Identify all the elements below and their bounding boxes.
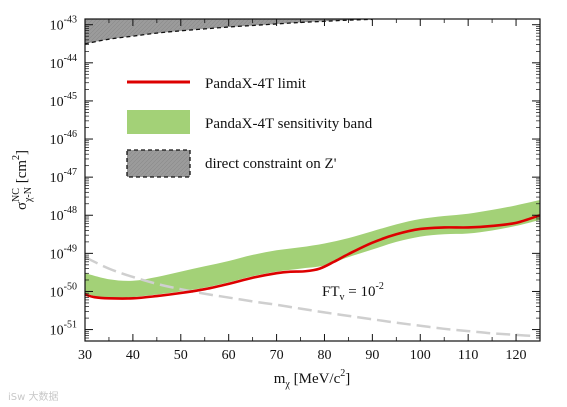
x-tick-label: 90: [365, 348, 379, 363]
legend-label-limit: PandaX-4T limit: [205, 76, 307, 92]
y-axis: 10-51 10-50 10-49 10-48 10-47 10-46 10-45 10-44…: [50, 15, 540, 339]
plot-frame: [84, 18, 541, 342]
ft-curve: [85, 256, 540, 338]
legend-label-zprime: direct constraint on Z': [205, 156, 337, 172]
y-tick-label: 10-49: [50, 243, 77, 262]
legend-swatch-zprime: [126, 149, 191, 178]
legend: PandaX-4T limit PandaX-4T sensitivity ba…: [126, 76, 373, 178]
x-axis-title: mχ [MeV/c2]: [274, 368, 351, 390]
y-tick-label: 10-46: [50, 129, 77, 148]
x-tick-label: 80: [317, 348, 331, 363]
pandax-limit-line: [85, 214, 540, 300]
y-tick-label: 10-44: [50, 53, 77, 72]
y-tick-label: 10-48: [50, 205, 77, 224]
y-tick-label: 10-45: [50, 91, 77, 110]
ft-annotation: FTv = 10-2: [322, 281, 384, 303]
x-tick-label: 30: [78, 348, 92, 363]
x-tick-label: 60: [222, 348, 236, 363]
x-tick-label: 40: [126, 348, 140, 363]
y-tick-label: 10-51: [50, 320, 77, 339]
zprime-constraint-region: [85, 19, 373, 44]
sensitivity-band: [85, 200, 540, 300]
watermark: iSw 大数据: [8, 392, 59, 403]
x-tick-label: 50: [174, 348, 188, 363]
legend-label-band: PandaX-4T sensitivity band: [205, 116, 373, 132]
x-axis: 30 40 50 60 70 80 90 100 110 120: [78, 19, 541, 363]
y-tick-label: 10-43: [50, 15, 77, 34]
x-tick-label: 120: [506, 348, 527, 363]
legend-swatch-band: [127, 110, 190, 134]
x-tick-label: 70: [270, 348, 284, 363]
y-axis-title: σNCχ-N [cm2]: [11, 150, 34, 210]
x-tick-label: 110: [458, 348, 478, 363]
x-tick-label: 100: [410, 348, 431, 363]
y-tick-label: 10-50: [50, 281, 77, 300]
y-tick-label: 10-47: [50, 167, 77, 186]
